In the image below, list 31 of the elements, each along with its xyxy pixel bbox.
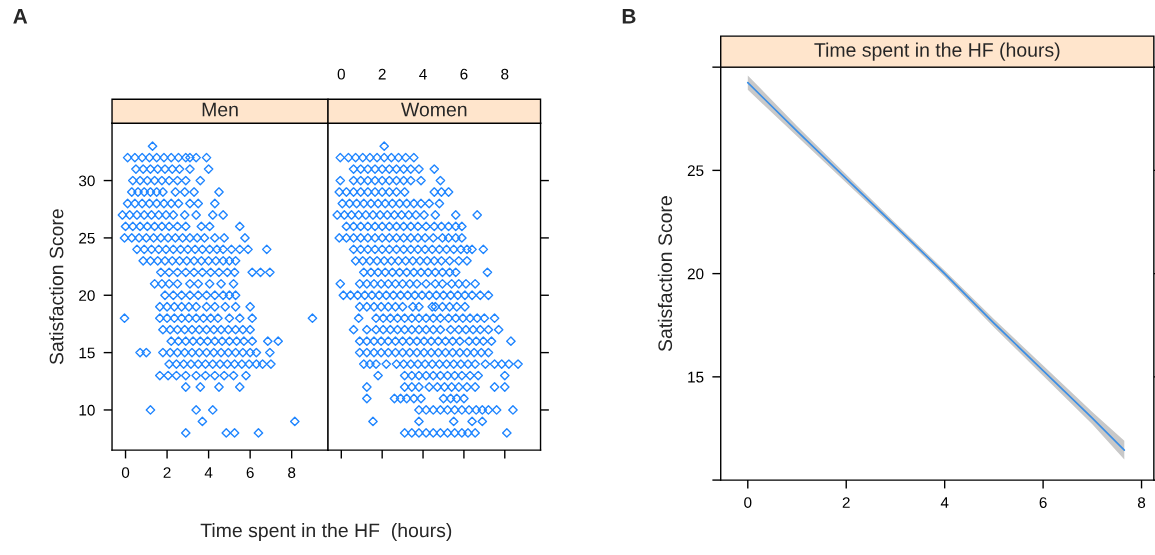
x-tick-label: 2 xyxy=(842,497,850,508)
x-tick-label: 6 xyxy=(460,68,468,80)
x-tick-label: 0 xyxy=(744,497,752,508)
x-tick-label: 4 xyxy=(940,497,949,508)
y-tick-label: 15 xyxy=(79,347,95,359)
y-tick-label: 25 xyxy=(687,165,704,177)
y-axis-title: Satisfaction Score xyxy=(49,209,64,365)
x-tick-label: 6 xyxy=(246,467,254,478)
x-tick-label: 8 xyxy=(288,467,296,478)
y-axis-title: Satisfaction Score xyxy=(657,196,673,352)
x-tick-label: 0 xyxy=(121,467,130,478)
x-tick-label: 4 xyxy=(419,68,427,80)
y-tick-label: 15 xyxy=(688,371,704,383)
chart-title: Women xyxy=(401,102,467,117)
chart-title: Men xyxy=(202,102,238,117)
x-tick-label: 8 xyxy=(1137,497,1146,508)
x-tick-label: 2 xyxy=(378,68,386,80)
y-tick-label: 20 xyxy=(79,290,95,301)
y-tick-label: 10 xyxy=(79,404,95,416)
x-tick-label: 4 xyxy=(204,467,213,478)
x-axis-title: Time spent in the HF (hours) xyxy=(200,523,452,542)
x-tick-label: 2 xyxy=(163,467,171,478)
x-tick-label: 6 xyxy=(1039,497,1047,508)
text: B xyxy=(622,9,636,24)
chart-title: Time spent in the HF (hours) xyxy=(814,42,1060,61)
x-tick-label: 0 xyxy=(337,68,345,80)
x-tick-label: 8 xyxy=(501,68,509,80)
y-tick-label: 25 xyxy=(79,232,95,244)
y-tick-label: 20 xyxy=(687,268,704,280)
y-tick-label: 30 xyxy=(78,175,95,187)
text: A xyxy=(13,9,28,24)
